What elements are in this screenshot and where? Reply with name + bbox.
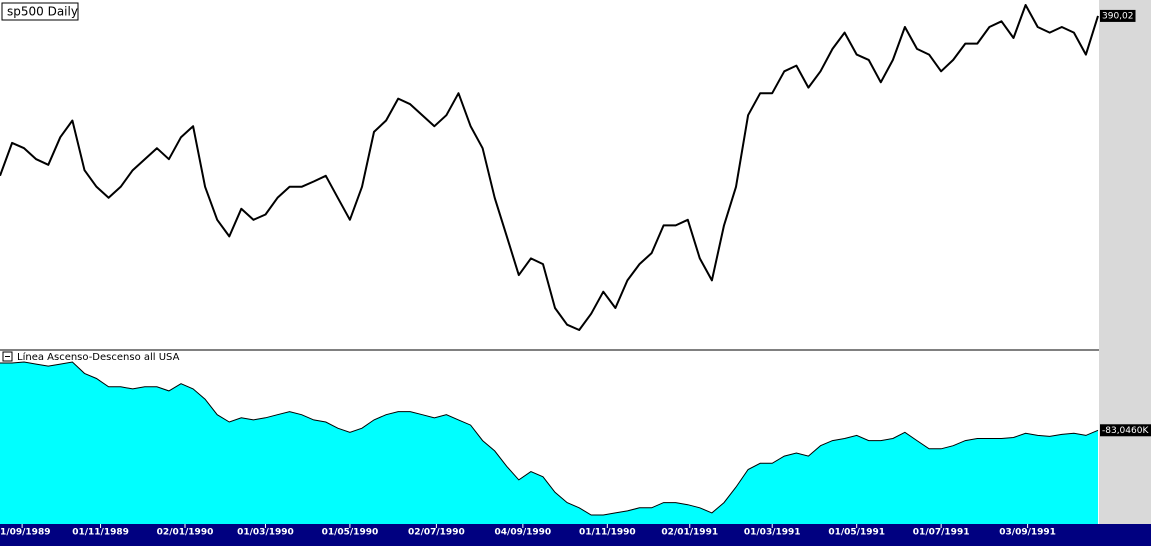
last-value-box: [1100, 9, 1136, 22]
x-tick-label: 02/01/1990: [157, 528, 214, 538]
last-value-label: -83,0460K: [1102, 426, 1149, 436]
x-tick-label: 01/07/1991: [913, 528, 970, 538]
x-tick-label: 01/11/1989: [72, 528, 129, 538]
area-line: [0, 361, 1099, 516]
x-tick-label: 01/05/1990: [322, 528, 379, 538]
x-tick-label: 01/03/1990: [237, 528, 294, 538]
x-tick-label: 01/03/1991: [744, 528, 801, 538]
chart-title: sp500 Daily: [7, 5, 78, 19]
last-value-box: [1100, 424, 1151, 437]
price-scale-strip: [1099, 0, 1151, 524]
indicator-title: Línea Ascenso-Descenso all USA: [17, 351, 180, 363]
price-line: [0, 4, 1099, 331]
last-value-label: 390,02: [1102, 11, 1134, 21]
x-tick-label: 02/01/1991: [661, 528, 718, 538]
title-box: [1, 2, 79, 21]
time-axis: [0, 524, 1151, 546]
area-fill: [0, 362, 1098, 524]
x-tick-label: 04/09/1990: [495, 528, 552, 538]
x-tick-label: 03/09/1991: [999, 528, 1056, 538]
x-tick-label: 02/07/1990: [408, 528, 465, 538]
x-tick-label: 01/05/1991: [828, 528, 885, 538]
x-tick-label: 01/09/1989: [0, 528, 50, 538]
panes: 390,02 01/09/1989 01/11/1989 02/01/1990 01/0…: [0, 4, 1151, 538]
x-tick-label: 01/11/1990: [579, 528, 636, 538]
